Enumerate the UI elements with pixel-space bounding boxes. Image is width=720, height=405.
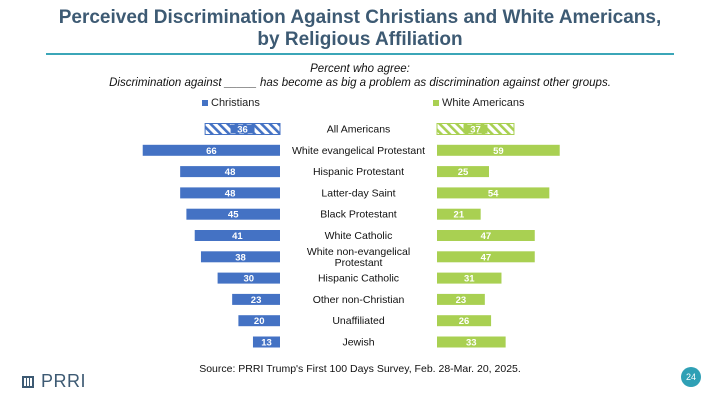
- data-label-white-americans: 26: [459, 316, 470, 327]
- data-label-christians: 20: [254, 316, 265, 327]
- data-label-white-americans: 37: [470, 125, 481, 136]
- legend-swatch-white-americans: [433, 100, 439, 106]
- bar-white-americans: [437, 230, 535, 241]
- page-number-badge: 24: [681, 367, 701, 387]
- legend-label-white-americans: White Americans: [442, 97, 525, 109]
- bar-christians: [217, 272, 280, 284]
- data-label-white-americans: 21: [454, 210, 465, 221]
- data-label-white-americans: 59: [493, 146, 504, 157]
- subtitle: Percent who agree:: [310, 63, 410, 75]
- data-label-christians: 13: [261, 338, 272, 349]
- category-label: Jewish: [342, 337, 374, 349]
- legend-label-christians: Christians: [211, 97, 260, 109]
- bar-white-americans: [437, 251, 535, 263]
- category-label: White non-evangelical Protestant: [307, 246, 410, 269]
- data-label-christians: 45: [228, 210, 239, 221]
- data-label-christians: 23: [251, 295, 262, 306]
- question-text: Discrimination against _____ has become …: [109, 77, 611, 89]
- title-divider: [46, 53, 674, 55]
- data-label-christians: 36: [237, 125, 248, 136]
- bar-christians: [186, 208, 280, 220]
- legend-white-americans: White Americans: [433, 97, 525, 109]
- bar-label-bg-christians: [230, 124, 255, 134]
- source-note: Source: PRRI Trump's First 100 Days Surv…: [199, 363, 521, 375]
- bar-white-americans: [437, 144, 560, 156]
- data-label-white-americans: 25: [458, 167, 469, 178]
- page-title-line2: by Religious Affiliation: [257, 29, 463, 50]
- bar-christians: [194, 230, 280, 241]
- data-label-christians: 41: [232, 231, 243, 242]
- bar-christians: [180, 166, 280, 178]
- bar-label-bg-white-americans: [463, 124, 488, 134]
- bar-white-americans: [437, 166, 489, 178]
- data-label-white-americans: 47: [481, 231, 492, 242]
- page-title: Perceived Discrimination Against Christi…: [58, 7, 662, 28]
- data-label-white-americans: 31: [464, 274, 475, 285]
- category-label: All Americans: [327, 124, 391, 136]
- bar-christians: [180, 187, 280, 199]
- data-label-christians: 48: [225, 188, 236, 199]
- data-label-white-americans: 54: [488, 188, 499, 199]
- data-label-christians: 38: [235, 252, 246, 263]
- bar-white-americans: [437, 208, 481, 220]
- bar-white-americans: [437, 272, 502, 284]
- data-label-white-americans: 33: [466, 338, 477, 349]
- category-label: Other non-Christian: [313, 294, 405, 306]
- data-label-christians: 48: [225, 167, 236, 178]
- bar-white-americans: [437, 336, 506, 348]
- bar-white-americans: [437, 293, 485, 305]
- legend-christians: Christians: [202, 97, 260, 109]
- bar-christians: [238, 315, 280, 327]
- category-label: Hispanic Catholic: [318, 273, 399, 285]
- logo-text: PRRI: [41, 371, 87, 391]
- logo-icon: [22, 375, 34, 388]
- bar-christians: [232, 293, 280, 305]
- data-label-christians: 66: [206, 146, 217, 157]
- legend-swatch-christians: [202, 100, 208, 106]
- data-label-christians: 30: [244, 274, 255, 285]
- bar-white-americans: [437, 315, 492, 327]
- category-label: Unaffiliated: [332, 315, 385, 327]
- category-label: White Catholic: [325, 230, 393, 242]
- category-label: Hispanic Protestant: [313, 166, 404, 178]
- category-label: Black Protestant: [320, 209, 397, 221]
- data-label-white-americans: 23: [456, 295, 467, 306]
- category-label: White evangelical Protestant: [292, 145, 425, 157]
- category-label: Latter-day Saint: [321, 187, 395, 199]
- bar-christians: [252, 336, 280, 348]
- prri-logo: PRRI: [22, 371, 86, 392]
- bar-christians: [200, 251, 280, 263]
- bar-white-americans: [437, 187, 550, 199]
- bar-christians: [142, 144, 280, 156]
- data-label-white-americans: 47: [481, 252, 492, 263]
